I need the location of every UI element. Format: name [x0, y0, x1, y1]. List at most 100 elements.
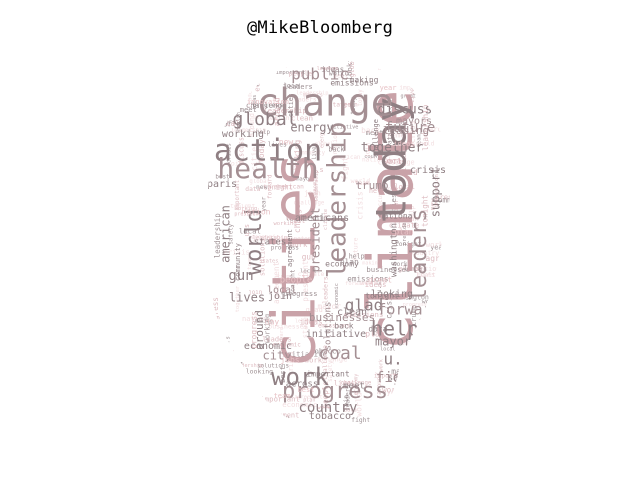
filler-word: around	[378, 66, 399, 72]
filler-word: progress	[253, 102, 284, 109]
word-country: country	[298, 400, 357, 416]
filler-word: data	[386, 132, 394, 148]
filler-word: washington	[389, 294, 429, 302]
word-public: public	[291, 65, 349, 84]
filler-word: mayor	[215, 120, 232, 126]
filler-word: solutions	[421, 40, 427, 72]
filler-word: states	[329, 102, 352, 109]
filler-word: great	[401, 93, 416, 99]
filler-word: work	[393, 261, 408, 268]
filler-word: fight	[340, 157, 349, 180]
filler-word: tonight	[263, 182, 293, 191]
filler-word: agreement	[262, 412, 299, 420]
filler-word: agreement	[225, 45, 231, 76]
word-nation: nation	[242, 208, 271, 217]
word-new: new	[279, 138, 294, 147]
filler-word: economic	[312, 175, 318, 201]
filler-word: change	[321, 355, 347, 364]
word-best: best	[298, 386, 315, 394]
filler-word: best	[290, 217, 306, 225]
filler-word: leaders	[284, 83, 313, 91]
word-help: help	[371, 317, 419, 341]
word-lives: lives	[229, 291, 265, 305]
filler-word: leadership	[232, 363, 263, 369]
word-tonight: tonight	[365, 292, 399, 301]
filler-word: local	[234, 386, 257, 395]
figure-title: @MikeBloomberg	[246, 18, 394, 38]
filler-word: challenge	[321, 345, 329, 380]
filler-word: work	[382, 385, 401, 394]
filler-word: world	[383, 157, 406, 166]
word-leading: leading	[383, 124, 429, 137]
filler-word: work	[305, 355, 323, 364]
word-city: city	[263, 349, 292, 363]
filler-word: work	[290, 240, 308, 249]
filler-word: team	[417, 133, 423, 147]
filler-word: action	[274, 238, 298, 246]
filler-word: looking	[345, 49, 354, 80]
filler-word: leadership	[253, 236, 288, 242]
filler-word: data	[245, 186, 260, 193]
filler-word: team	[399, 396, 413, 402]
word-paris: paris	[207, 179, 237, 190]
filler-word: leaders	[226, 336, 232, 360]
filler-word: innovation	[434, 174, 440, 208]
word-back: back	[334, 322, 353, 331]
filler-word: working	[293, 140, 302, 173]
filler-word: leaders	[295, 319, 317, 325]
filler-word: change	[293, 204, 302, 233]
filler-word: u.s	[253, 115, 263, 121]
word-glad: glad	[345, 296, 384, 315]
word-initiative: initiative	[306, 329, 366, 340]
filler-word: american	[274, 184, 304, 191]
filler-word: lives	[408, 84, 416, 104]
word-day: day	[265, 318, 280, 327]
filler-word: u.s	[243, 224, 251, 237]
filler-word: meet	[240, 105, 257, 114]
filler-word: climate	[298, 271, 325, 278]
filler-word: emissions	[318, 324, 350, 330]
filler-word: progress	[250, 311, 259, 349]
filler-word: emissions	[347, 275, 388, 284]
filler-word: together	[221, 80, 256, 89]
filler-word: economic	[334, 283, 340, 309]
filler-word: work	[360, 278, 379, 287]
filler-word: back	[389, 99, 396, 114]
word-coal: coal	[318, 343, 361, 364]
filler-word: join	[248, 290, 262, 296]
word-solutions: solutions	[324, 302, 334, 351]
filler-word: progress	[403, 302, 427, 308]
filler-word: nation	[428, 72, 437, 98]
filler-word: new	[428, 198, 436, 210]
filler-word: global	[315, 141, 334, 147]
word-leaders: leaders	[407, 209, 432, 302]
filler-word: discuss	[378, 189, 384, 213]
filler-word: join	[364, 142, 372, 158]
filler-word: making	[362, 261, 380, 267]
filler-word: crisis	[384, 292, 393, 319]
word-change: change	[256, 81, 393, 125]
word-meet: meet	[343, 382, 365, 392]
filler-word: climate	[323, 209, 329, 230]
filler-word: join	[342, 395, 350, 411]
filler-word: together	[235, 285, 241, 312]
filler-word: join	[304, 190, 320, 198]
filler-word: lives	[429, 298, 445, 304]
filler-word: crisis	[356, 191, 365, 219]
word-emissions: emissions	[330, 79, 374, 88]
filler-word: agreement	[295, 395, 323, 401]
filler-word: plan	[340, 257, 359, 266]
filler-word: national	[416, 265, 448, 273]
filler-word: lives	[236, 77, 255, 84]
filler-word: u.s	[311, 166, 323, 174]
filler-word: plan	[303, 397, 315, 403]
filler-word: tobacco	[310, 347, 341, 356]
filler-word: agreement	[374, 131, 413, 140]
filler-word: day	[222, 69, 236, 78]
filler-word: national	[442, 256, 467, 262]
filler-word: mayors	[303, 92, 322, 98]
word-president: president	[309, 207, 323, 272]
filler-word: leaders	[317, 66, 338, 72]
filler-word: leaders	[247, 84, 253, 108]
